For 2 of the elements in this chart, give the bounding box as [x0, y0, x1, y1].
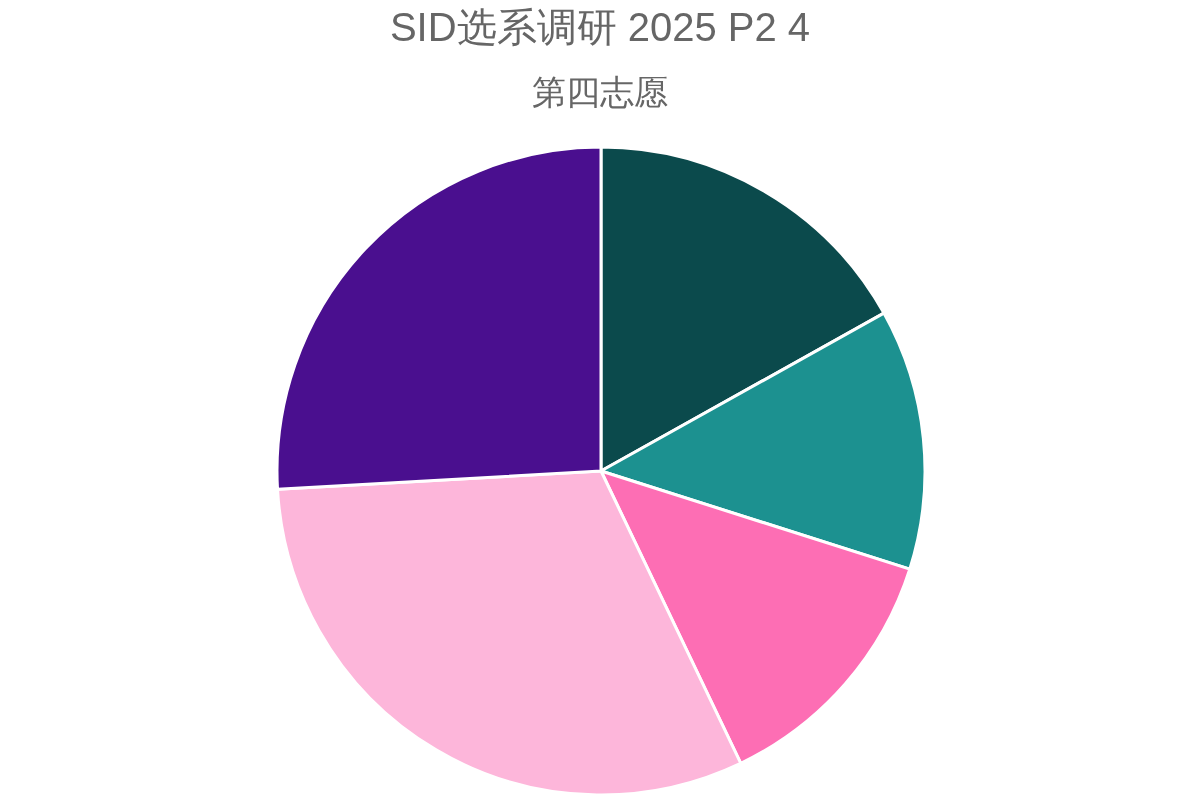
subtitle: 第四志愿: [532, 73, 668, 111]
title: SID选系调研 2025 P2 4: [389, 5, 811, 49]
